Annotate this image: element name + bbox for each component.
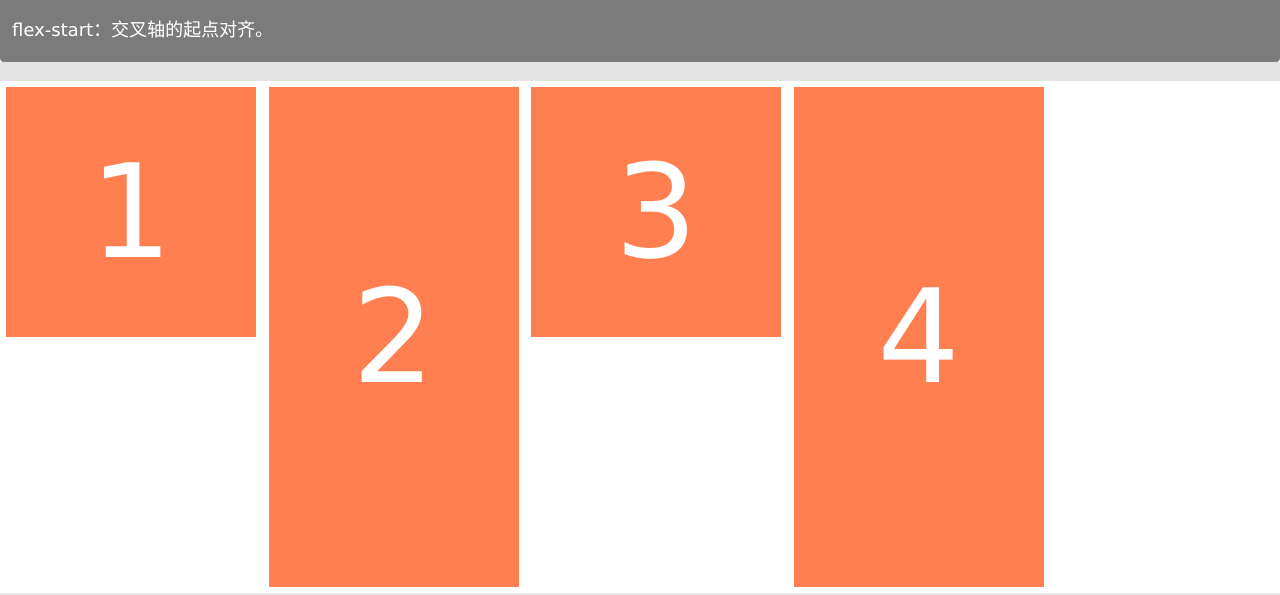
flex-container: 1 2 3 4 [0, 81, 1280, 593]
property-name: flex-start [12, 20, 94, 41]
bottom-divider [0, 593, 1280, 595]
item-label: 1 [89, 136, 173, 288]
flex-item-2: 2 [268, 87, 519, 587]
flex-item-3: 3 [531, 87, 781, 337]
item-label: 2 [352, 261, 435, 413]
page-header: flex-start：交叉轴的起点对齐。 [0, 0, 1280, 62]
flex-item-4: 4 [793, 87, 1044, 587]
item-label: 4 [877, 261, 960, 413]
item-label: 3 [614, 136, 698, 288]
flex-item-1: 1 [6, 87, 256, 337]
separator: ： [93, 20, 112, 41]
divider-band [0, 62, 1280, 81]
property-description: 交叉轴的起点对齐。 [111, 20, 274, 41]
